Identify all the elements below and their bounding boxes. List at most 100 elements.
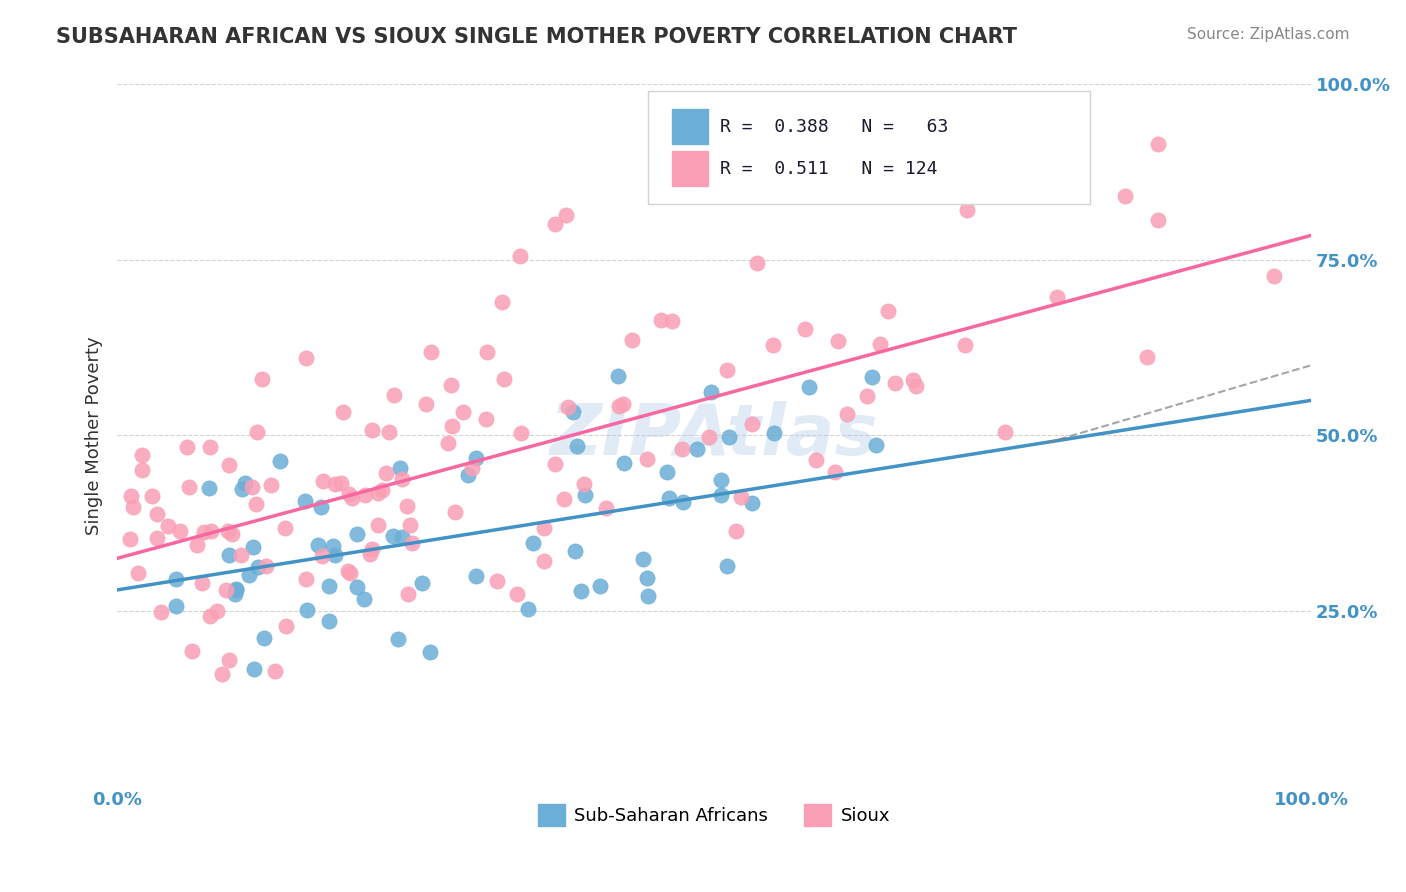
Point	[399, 517, 422, 532]
Point	[437, 436, 460, 450]
Point	[233, 475, 256, 490]
Point	[699, 385, 721, 400]
Point	[346, 527, 368, 541]
Text: SUBSAHARAN AFRICAN VS SIOUX SINGLE MOTHER POVERTY CORRELATION CHART: SUBSAHARAN AFRICAN VS SIOUX SINGLE MOTHE…	[56, 27, 1017, 46]
Point	[835, 407, 858, 421]
Text: R =  0.511   N = 124: R = 0.511 N = 124	[720, 160, 938, 178]
Point	[218, 458, 240, 473]
Point	[799, 380, 821, 394]
Point	[322, 540, 344, 554]
Point	[457, 468, 479, 483]
Point	[555, 208, 578, 222]
Point	[533, 554, 555, 568]
Point	[221, 526, 243, 541]
Point	[165, 572, 187, 586]
Point	[395, 499, 418, 513]
Point	[636, 452, 658, 467]
Point	[710, 473, 733, 487]
Point	[730, 490, 752, 504]
Point	[207, 604, 229, 618]
Point	[318, 614, 340, 628]
Point	[274, 521, 297, 535]
Point	[876, 304, 898, 318]
Point	[387, 632, 409, 646]
Point	[242, 480, 264, 494]
Point	[295, 603, 318, 617]
Point	[141, 489, 163, 503]
Point	[340, 491, 363, 505]
Point	[613, 456, 636, 470]
Point	[993, 425, 1015, 439]
Point	[120, 489, 142, 503]
Point	[180, 643, 202, 657]
Point	[451, 405, 474, 419]
Point	[224, 587, 246, 601]
Point	[186, 538, 208, 552]
FancyBboxPatch shape	[648, 92, 1090, 203]
Point	[631, 551, 654, 566]
Point	[378, 425, 401, 440]
Point	[464, 569, 486, 583]
Point	[323, 548, 346, 562]
Text: R =  0.388   N =   63: R = 0.388 N = 63	[720, 118, 949, 136]
Point	[612, 397, 634, 411]
Point	[337, 487, 360, 501]
Point	[562, 405, 585, 419]
Point	[572, 476, 595, 491]
Point	[246, 560, 269, 574]
Point	[367, 485, 389, 500]
Point	[146, 507, 169, 521]
Point	[415, 397, 437, 411]
Point	[193, 525, 215, 540]
Point	[716, 363, 738, 377]
Point	[827, 334, 849, 348]
Point	[382, 387, 405, 401]
Point	[245, 497, 267, 511]
Point	[1146, 212, 1168, 227]
Point	[211, 667, 233, 681]
Point	[264, 664, 287, 678]
Point	[440, 378, 463, 392]
Point	[441, 419, 464, 434]
Point	[1147, 136, 1170, 151]
Point	[672, 495, 695, 509]
Point	[131, 448, 153, 462]
Point	[620, 333, 643, 347]
Point	[658, 491, 681, 505]
Point	[855, 389, 877, 403]
Text: Source: ZipAtlas.com: Source: ZipAtlas.com	[1187, 27, 1350, 42]
Point	[354, 487, 377, 501]
Point	[336, 565, 359, 579]
Point	[671, 442, 693, 456]
Point	[475, 345, 498, 359]
Point	[661, 314, 683, 328]
Point	[650, 313, 672, 327]
Point	[491, 294, 513, 309]
Point	[574, 488, 596, 502]
Point	[150, 605, 173, 619]
Point	[517, 602, 540, 616]
Point	[411, 575, 433, 590]
Point	[533, 520, 555, 534]
Y-axis label: Single Mother Poverty: Single Mother Poverty	[86, 336, 103, 535]
Point	[309, 500, 332, 514]
Point	[269, 453, 291, 467]
Point	[636, 571, 658, 585]
Point	[953, 338, 976, 352]
Point	[710, 488, 733, 502]
Point	[509, 249, 531, 263]
Point	[391, 530, 413, 544]
Point	[169, 524, 191, 538]
Point	[444, 505, 467, 519]
Point	[509, 426, 531, 441]
Point	[824, 465, 846, 479]
Point	[176, 440, 198, 454]
Point	[253, 631, 276, 645]
Point	[246, 425, 269, 439]
Point	[544, 217, 567, 231]
Point	[231, 549, 253, 563]
Point	[607, 399, 630, 413]
Point	[522, 535, 544, 549]
Point	[307, 538, 329, 552]
Point	[606, 369, 628, 384]
